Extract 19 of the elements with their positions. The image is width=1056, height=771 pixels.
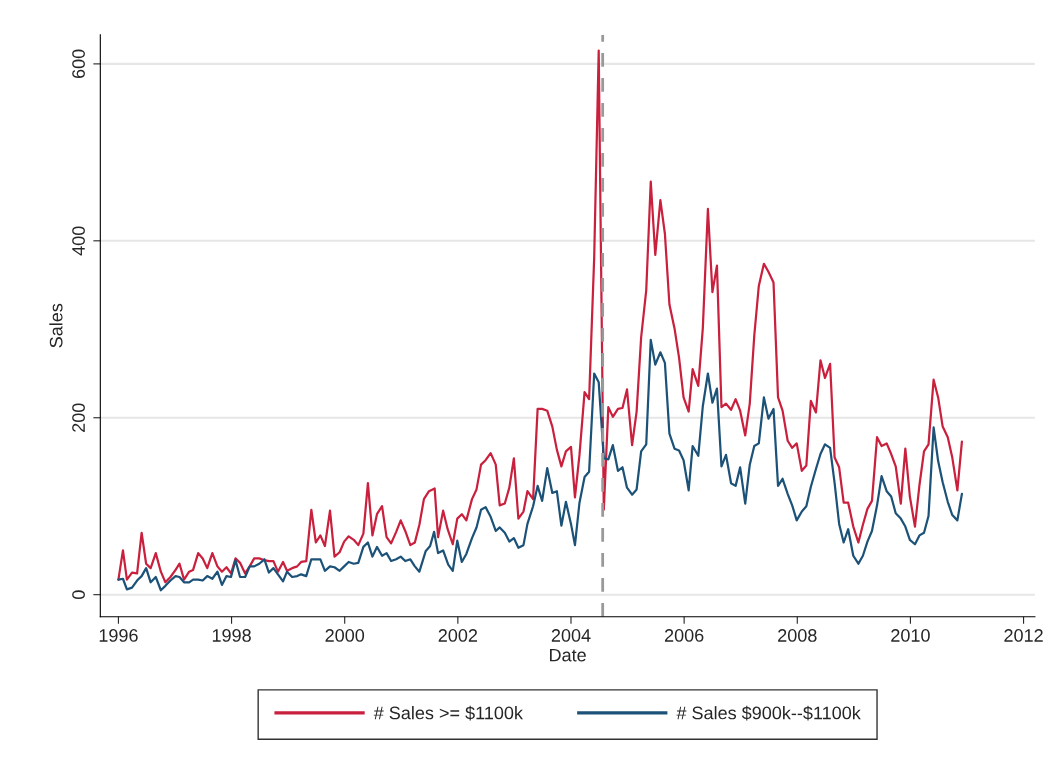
line-series [117, 338, 964, 592]
x-tick-label: 2010 [891, 629, 930, 642]
y-axis-title: Sales [49, 303, 63, 348]
y-tick-label: 0 [72, 590, 85, 599]
x-tick-label: 1996 [99, 629, 138, 642]
x-tick-label: 2008 [778, 629, 817, 642]
x-tick-label: 2000 [325, 629, 365, 642]
x-tick-label: 2006 [664, 629, 704, 642]
y-tick-label: 400 [72, 226, 85, 256]
y-tick-label: 200 [72, 403, 85, 432]
line-series [117, 49, 964, 584]
legend-label: # Sales >= $1100k [373, 705, 523, 721]
x-tick-label: 2012 [1004, 629, 1043, 642]
x-tick-label: 2004 [551, 629, 591, 642]
x-tick-label: 1998 [212, 629, 251, 642]
y-tick-label: 600 [72, 49, 85, 79]
x-axis-title: Date [550, 648, 586, 662]
legend-label: # Sales $900k--$1100k [676, 705, 861, 721]
x-tick-label: 2002 [438, 629, 478, 642]
